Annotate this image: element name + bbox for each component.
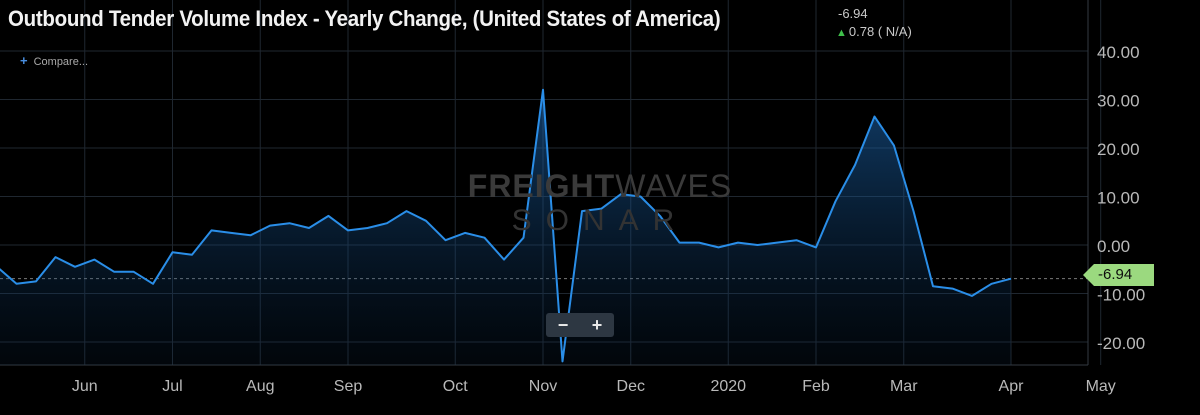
y-tick-label: 40.00 — [1097, 43, 1140, 62]
y-tick-label: 10.00 — [1097, 189, 1140, 208]
x-tick-label: Apr — [999, 378, 1025, 395]
data-point — [1010, 278, 1012, 280]
zoom-in-button[interactable]: + — [591, 315, 603, 335]
data-point — [561, 360, 563, 362]
data-point — [425, 220, 427, 222]
data-point — [347, 229, 349, 231]
watermark-brand-bold: FREIGHT — [467, 168, 616, 204]
data-point — [990, 283, 992, 285]
chart-title: Outbound Tender Volume Index - Yearly Ch… — [8, 6, 721, 31]
data-point — [444, 239, 446, 241]
data-point — [327, 215, 329, 217]
data-point — [54, 256, 56, 258]
data-point — [815, 246, 817, 248]
series-line — [0, 88, 1012, 363]
data-point — [191, 254, 193, 256]
data-point — [795, 239, 797, 241]
watermark-logo: FREIGHTWAVES — [408, 168, 792, 205]
change-value: 0.78 — [848, 24, 875, 39]
y-tick-label: 20.00 — [1097, 140, 1140, 159]
data-point — [542, 89, 544, 91]
data-point — [171, 251, 173, 253]
x-tick-label: Mar — [890, 378, 918, 395]
compare-label: Compare... — [33, 56, 89, 68]
x-tick-label: Aug — [246, 378, 274, 395]
data-point — [405, 210, 407, 212]
data-point — [776, 241, 778, 243]
data-point — [737, 241, 739, 243]
data-point — [210, 229, 212, 231]
data-point — [113, 271, 115, 273]
zoom-control: − + — [546, 313, 614, 337]
data-point — [912, 210, 914, 212]
last-value: -6.94 — [838, 6, 868, 21]
data-point — [269, 224, 271, 226]
x-tick-label: Dec — [617, 378, 645, 395]
y-tick-label: 30.00 — [1097, 92, 1140, 111]
data-point — [93, 258, 95, 260]
x-tick-label: Oct — [443, 378, 468, 395]
data-point — [932, 285, 934, 287]
data-point — [308, 227, 310, 229]
data-point — [74, 266, 76, 268]
data-point — [132, 271, 134, 273]
data-point — [15, 283, 17, 285]
x-tick-label: 2020 — [710, 378, 746, 395]
data-point — [249, 234, 251, 236]
data-point — [366, 227, 368, 229]
data-point — [386, 222, 388, 224]
data-point — [834, 200, 836, 202]
y-tick-label: 0.00 — [1097, 237, 1130, 256]
data-point — [698, 241, 700, 243]
data-point — [873, 115, 875, 117]
data-point — [464, 232, 466, 234]
y-tick-label: -20.00 — [1097, 334, 1145, 353]
x-tick-label: Nov — [529, 378, 557, 395]
watermark-brand-light: WAVES — [615, 168, 733, 204]
x-tick-label: Jul — [162, 378, 182, 395]
plus-icon: + — [20, 53, 28, 68]
data-point — [756, 244, 758, 246]
x-tick-label: Feb — [802, 378, 830, 395]
x-tick-label: Sep — [334, 378, 363, 395]
data-point — [951, 287, 953, 289]
series-area — [0, 89, 1011, 365]
data-point — [288, 222, 290, 224]
compare-button[interactable]: + Compare... — [20, 53, 88, 68]
x-tick-label: Jun — [72, 378, 98, 395]
y-tick-label: -10.00 — [1097, 286, 1145, 305]
zoom-out-button[interactable]: − — [557, 315, 569, 335]
data-point — [503, 258, 505, 260]
data-point — [717, 246, 719, 248]
x-tick-label: May — [1086, 378, 1116, 395]
data-point — [230, 232, 232, 234]
change-indicator: ▲ 0.78 ( N/A) — [836, 24, 912, 39]
data-point — [971, 295, 973, 297]
data-point — [35, 280, 37, 282]
data-point — [678, 241, 680, 243]
data-point — [152, 283, 154, 285]
change-note: ( N/A) — [877, 24, 912, 39]
up-arrow-icon: ▲ — [836, 27, 847, 39]
data-point — [854, 164, 856, 166]
last-value-badge: -6.94 — [1083, 264, 1154, 286]
data-point — [893, 144, 895, 146]
watermark-sub: SONAR — [511, 204, 689, 237]
